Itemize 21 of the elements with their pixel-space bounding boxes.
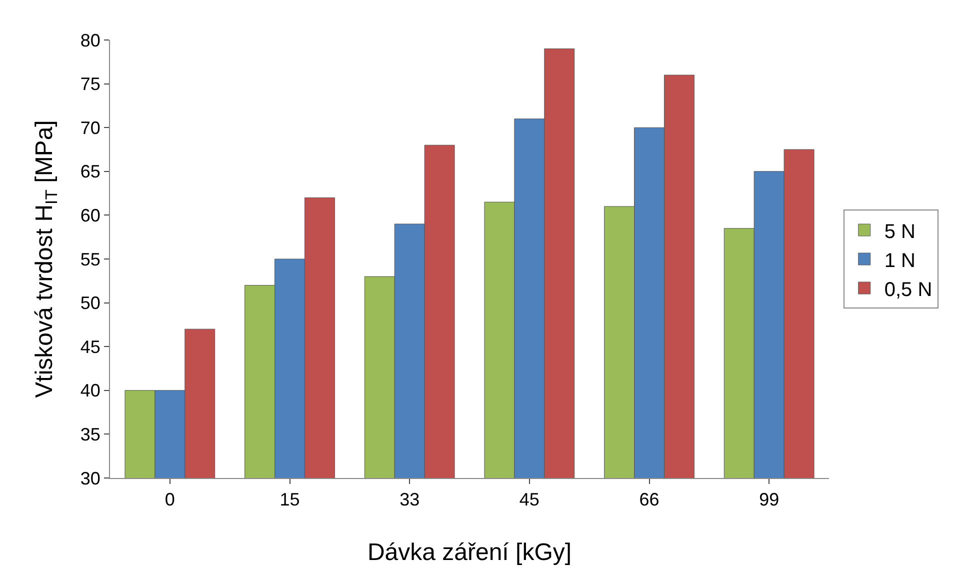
y-tick-label: 40	[80, 380, 100, 401]
y-tick-label: 60	[80, 206, 100, 226]
y-tick-label: 30	[80, 468, 100, 488]
x-tick-label: 66	[639, 490, 660, 510]
y-tick-label: 65	[80, 162, 100, 182]
legend-label: 5 N	[884, 220, 916, 243]
legend-label: 1 N	[884, 250, 916, 272]
y-tick-label: 50	[80, 293, 100, 314]
y-tick-label: 45	[80, 336, 100, 357]
x-tick-label: 15	[280, 490, 300, 510]
x-axis-title: Dávka záření [kGy]	[367, 539, 572, 566]
y-tick-label: 80	[80, 30, 100, 50]
y-tick-label: 35	[80, 424, 100, 444]
x-tick-label: 33	[400, 490, 420, 510]
y-tick-label: 55	[80, 249, 100, 270]
x-tick-label: 45	[519, 490, 540, 510]
y-tick-label: 70	[80, 118, 100, 138]
x-tick-label: 0	[164, 490, 175, 510]
x-tick-label: 99	[759, 490, 780, 510]
y-tick-label: 75	[80, 74, 100, 94]
legend-label: 0,5 N	[884, 278, 932, 301]
